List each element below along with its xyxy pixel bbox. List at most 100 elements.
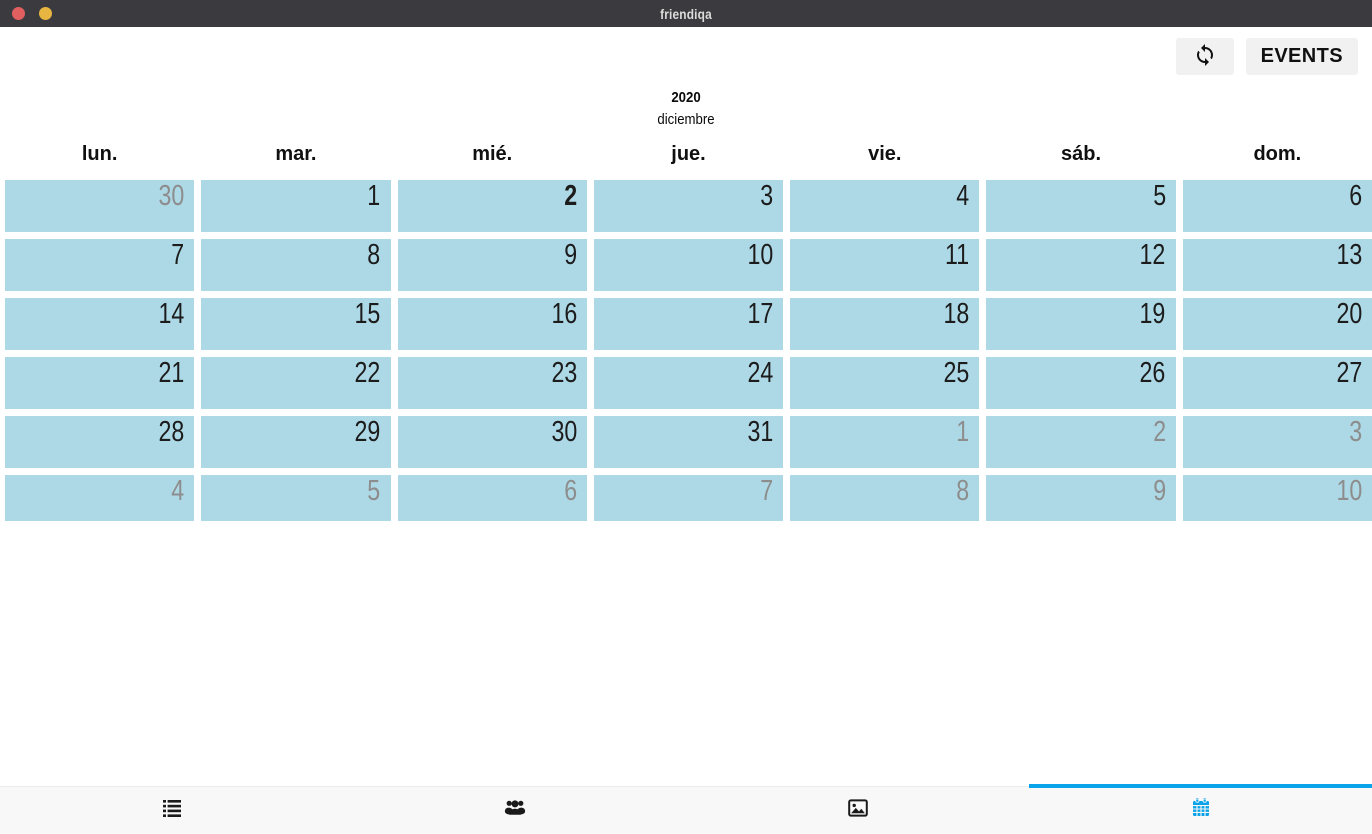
day-cell[interactable]: 5 — [986, 180, 1176, 232]
day-cell[interactable]: 12 — [986, 239, 1176, 291]
day-cell[interactable]: 3 — [1182, 416, 1372, 468]
day-number: 23 — [551, 357, 577, 389]
day-number: 7 — [760, 475, 774, 507]
weekday-label: jue. — [671, 143, 706, 165]
day-number: 31 — [747, 416, 774, 448]
day-number: 6 — [563, 475, 577, 507]
day-number: 19 — [1139, 298, 1166, 330]
day-cell[interactable]: 31 — [593, 416, 784, 468]
week-row: 21 22 23 24 25 26 27 — [5, 357, 1372, 409]
calendar-grid: 30 1 2 3 4 5 6 7 8 9 10 11 12 13 14 15 16 17 18 19 20 21 22 23 2… — [0, 180, 1372, 521]
close-window-button[interactable] — [12, 7, 25, 20]
day-cell[interactable]: 6 — [397, 475, 587, 521]
week-row: 30 1 2 3 4 5 6 — [5, 180, 1372, 232]
day-number: 25 — [943, 357, 970, 389]
month-header: 2020 diciembre — [0, 89, 1372, 128]
tab-gallery[interactable] — [686, 787, 1029, 834]
day-cell[interactable]: 3 — [593, 180, 784, 232]
minimize-window-button[interactable] — [39, 7, 52, 20]
weekday-label: lun. — [81, 143, 118, 165]
toolbar: EVENTS — [0, 27, 1372, 75]
week-row: 28 29 30 31 1 2 3 — [5, 416, 1372, 468]
day-cell[interactable]: 22 — [201, 357, 391, 409]
refresh-button[interactable] — [1175, 37, 1234, 75]
day-number: 12 — [1139, 239, 1166, 271]
day-number: 22 — [354, 357, 381, 389]
day-number: 13 — [1336, 239, 1362, 271]
day-cell[interactable]: 18 — [790, 298, 980, 350]
tab-friends[interactable] — [343, 787, 686, 834]
day-cell[interactable]: 2 — [986, 416, 1176, 468]
day-number: 1 — [956, 416, 970, 448]
day-cell[interactable]: 9 — [397, 239, 587, 291]
day-cell[interactable]: 4 — [790, 180, 980, 232]
tab-news[interactable] — [0, 787, 343, 834]
day-cell[interactable]: 20 — [1182, 298, 1372, 350]
day-cell[interactable]: 2 — [397, 180, 587, 232]
day-cell[interactable]: 8 — [790, 475, 980, 521]
day-cell[interactable]: 16 — [397, 298, 587, 350]
day-number: 8 — [956, 475, 970, 507]
day-cell[interactable]: 1 — [790, 416, 980, 468]
day-number: 3 — [760, 180, 774, 212]
day-cell[interactable]: 8 — [201, 239, 391, 291]
day-cell[interactable]: 23 — [397, 357, 587, 409]
day-number: 7 — [171, 239, 185, 271]
weekday-label: mar. — [275, 143, 317, 165]
titlebar: friendiqa — [0, 0, 1372, 27]
day-cell[interactable]: 7 — [593, 475, 784, 521]
day-cell[interactable]: 25 — [790, 357, 980, 409]
day-cell[interactable]: 17 — [593, 298, 784, 350]
week-row: 7 8 9 10 11 12 13 — [5, 239, 1372, 291]
day-cell[interactable]: 10 — [593, 239, 784, 291]
list-icon — [160, 796, 184, 825]
day-cell[interactable]: 9 — [986, 475, 1176, 521]
weekday-row: lun. mar. mié. jue. vie. sáb. dom. — [0, 143, 1372, 166]
day-cell[interactable]: 1 — [201, 180, 391, 232]
day-number: 2 — [563, 180, 577, 212]
day-cell[interactable]: 14 — [5, 298, 195, 350]
day-cell[interactable]: 26 — [986, 357, 1176, 409]
window-title: friendiqa — [660, 5, 712, 22]
day-number: 6 — [1349, 180, 1362, 212]
day-cell[interactable]: 13 — [1182, 239, 1372, 291]
refresh-icon — [1193, 43, 1217, 70]
day-cell[interactable]: 7 — [5, 239, 195, 291]
day-number: 30 — [158, 180, 185, 212]
day-number: 11 — [945, 239, 970, 271]
day-number: 9 — [563, 239, 577, 271]
day-cell[interactable]: 30 — [5, 180, 195, 232]
weekday-label: mié. — [472, 143, 513, 165]
day-number: 18 — [943, 298, 970, 330]
day-number: 9 — [1152, 475, 1166, 507]
day-cell[interactable]: 10 — [1182, 475, 1372, 521]
day-number: 24 — [747, 357, 774, 389]
tab-calendar[interactable] — [1029, 784, 1372, 834]
week-row: 4 5 6 7 8 9 10 — [5, 475, 1372, 521]
day-number: 26 — [1139, 357, 1166, 389]
day-cell[interactable]: 15 — [201, 298, 391, 350]
day-cell[interactable]: 27 — [1182, 357, 1372, 409]
day-number: 27 — [1336, 357, 1362, 389]
weekday-label: sáb. — [1061, 143, 1102, 165]
day-number: 30 — [551, 416, 577, 448]
day-cell[interactable]: 29 — [201, 416, 391, 468]
day-cell[interactable]: 30 — [397, 416, 587, 468]
day-cell[interactable]: 19 — [986, 298, 1176, 350]
weekday-label: vie. — [868, 143, 902, 165]
day-number: 10 — [747, 239, 774, 271]
day-cell[interactable]: 11 — [790, 239, 980, 291]
day-number: 16 — [551, 298, 577, 330]
calendar-year: 2020 — [671, 89, 701, 106]
day-cell[interactable]: 6 — [1182, 180, 1372, 232]
day-cell[interactable]: 24 — [593, 357, 784, 409]
events-button[interactable]: EVENTS — [1245, 37, 1358, 75]
day-number: 3 — [1349, 416, 1362, 448]
day-number: 5 — [367, 475, 381, 507]
day-cell[interactable]: 5 — [201, 475, 391, 521]
day-cell[interactable]: 28 — [5, 416, 195, 468]
day-number: 4 — [171, 475, 185, 507]
day-cell[interactable]: 4 — [5, 475, 195, 521]
day-cell[interactable]: 21 — [5, 357, 195, 409]
